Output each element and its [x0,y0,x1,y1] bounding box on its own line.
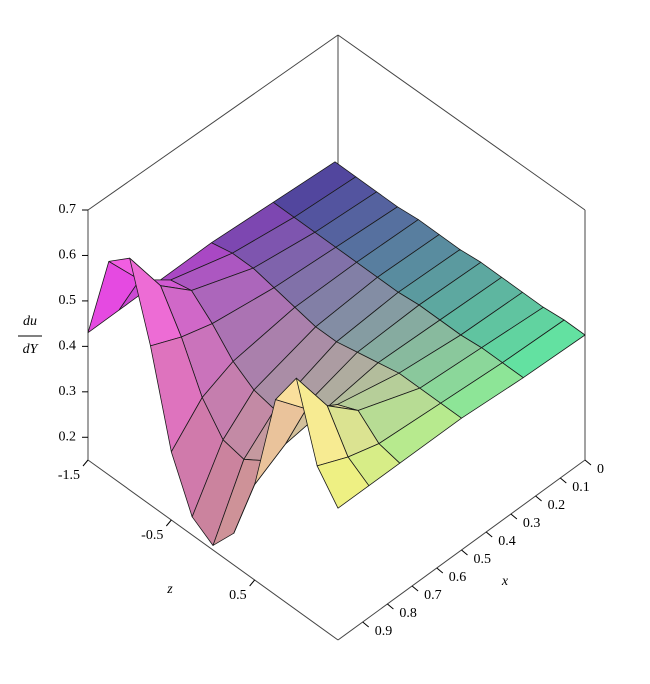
x-tick-label: 0.4 [498,534,516,549]
x-tick [584,459,592,466]
x-tick-label: 0.2 [548,498,566,513]
z-tick [165,519,172,527]
box-edge [87,34,339,211]
x-tick [362,621,370,628]
x-tick-label: 0.8 [399,606,417,621]
y-tick-label: 0.7 [59,202,77,217]
y-label: du [23,314,37,329]
x-tick-label: 0.5 [474,552,492,567]
z-tick-label: 0.5 [229,588,247,603]
surface-cell [316,456,370,509]
y-tick-label: 0.4 [59,339,77,354]
z-tick [82,459,89,467]
box-edge [87,459,339,641]
y-tick-label: 0.2 [59,429,77,444]
z-tick-label: -1.5 [58,468,80,483]
x-tick [387,603,394,610]
x-tick-label: 0.9 [375,624,393,639]
x-tick [461,549,468,556]
x-tick [510,513,518,520]
y-tick-label: 0.3 [59,384,77,399]
y-tick-label: 0.5 [59,293,77,308]
x-tick [559,477,567,484]
y-label: dY [23,342,40,357]
x-tick-label: 0 [597,462,604,477]
axes: 0.2 0.3 0.4 0.5 0.6 0.7 0 0.1 0.2 0.3 0.4 0.5 0.6 0.7… [58,202,604,639]
x-tick-label: 0.7 [424,588,442,603]
x-tick-label: 0.6 [449,570,467,585]
x-tick-label: 0.1 [572,480,590,495]
z-tick-label: -0.5 [141,528,163,543]
y-tick-label: 0.6 [59,248,77,263]
z-tick [249,579,256,587]
x-tick [436,567,444,574]
z-label: z [166,582,173,597]
x-tick [485,531,493,538]
x-label: x [501,574,509,589]
x-tick [535,495,542,502]
x-tick [411,585,419,592]
x-tick-label: 0.3 [523,516,541,531]
box-edge [337,34,586,211]
surface [87,161,586,546]
